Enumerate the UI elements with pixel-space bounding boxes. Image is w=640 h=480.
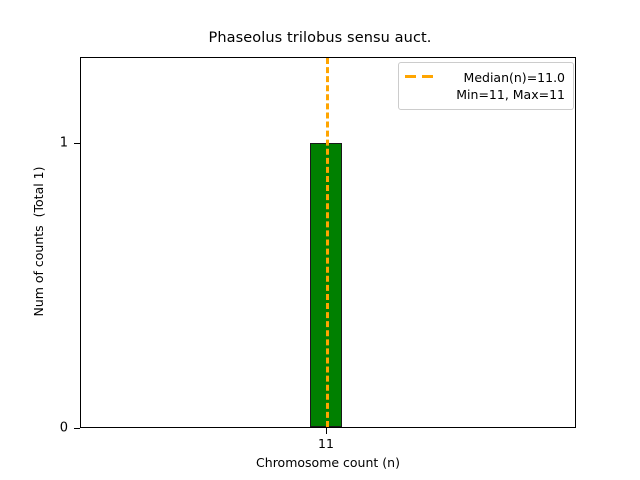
y-tick-mark-0	[74, 428, 80, 429]
legend: Median(n)=11.0 Min=11, Max=11	[398, 62, 574, 110]
x-axis-label: Chromosome count (n)	[256, 455, 400, 470]
plot-area	[80, 57, 576, 428]
y-tick-mark-1	[74, 143, 80, 144]
x-tick-mark-0	[326, 428, 327, 434]
y-tick-label-0: 0	[59, 420, 68, 436]
y-axis-label: Num of counts (Total 1)	[31, 166, 46, 317]
legend-item-minmax: Min=11, Max=11	[456, 87, 565, 102]
page-title: Phaseolus trilobus sensu auct.	[208, 30, 432, 46]
median-line	[326, 58, 329, 427]
x-tick-label-0: 11	[318, 436, 334, 451]
y-tick-label-1: 1	[59, 135, 68, 151]
median-dashed-line-icon	[405, 69, 435, 85]
legend-item-median: Median(n)=11.0	[463, 70, 565, 85]
legend-text-block: Median(n)=11.0 Min=11, Max=11	[443, 69, 565, 103]
